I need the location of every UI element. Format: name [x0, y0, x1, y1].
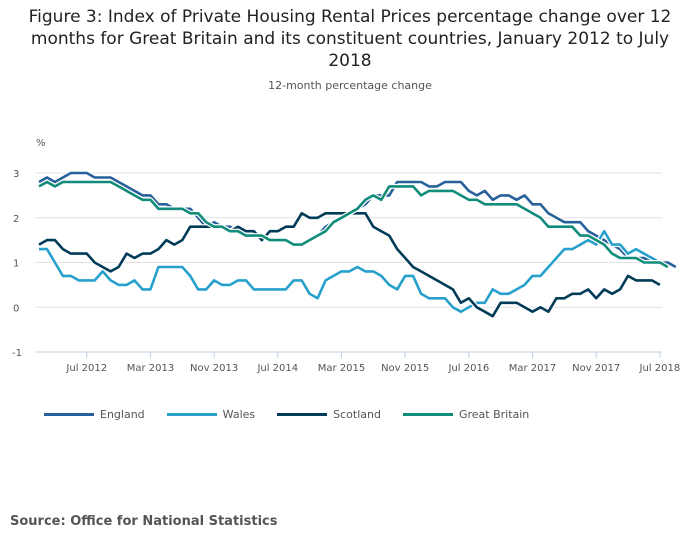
- x-tick-label: Jul 2016: [447, 363, 489, 374]
- y-tick-label: -1: [12, 348, 22, 359]
- series-line-great-britain: [38, 180, 669, 269]
- legend-label: Wales: [222, 408, 256, 421]
- legend-swatch: [166, 413, 217, 416]
- x-tick-label: Jul 2012: [65, 363, 107, 374]
- series-lines: [37, 170, 678, 319]
- y-axis-label: %: [36, 138, 46, 149]
- gridlines: [35, 172, 662, 353]
- line-chart: -1 0 1 2 3 Jul 2012 Mar 2013 Nov 2013 Jul 2014 M…: [12, 138, 680, 374]
- legend-swatch: [277, 413, 328, 416]
- x-tick-label: Nov 2017: [572, 363, 620, 374]
- y-tick-label: 1: [13, 259, 19, 270]
- source-note: Source: Office for National Statistics: [10, 514, 278, 529]
- legend-label: Scotland: [333, 408, 381, 421]
- legend-item-wales[interactable]: Wales: [166, 408, 256, 421]
- x-tick-label: Mar 2017: [509, 363, 557, 374]
- legend-label: England: [100, 408, 145, 421]
- chart-title: Figure 3: Index of Private Housing Renta…: [28, 7, 672, 71]
- legend-swatch: [402, 413, 453, 416]
- x-tick-label: Jul 2018: [639, 363, 681, 374]
- series-line-wales: [39, 229, 661, 314]
- legend: England Wales Scotland Great Britain: [44, 408, 551, 421]
- legend-item-great-britain[interactable]: Great Britain: [402, 408, 530, 421]
- x-tick-label: Mar 2015: [318, 363, 366, 374]
- y-tick-label: 2: [13, 214, 19, 225]
- series-halo-england: [37, 170, 678, 270]
- legend-item-england[interactable]: England: [44, 408, 145, 421]
- y-axis: -1 0 1 2 3: [12, 169, 22, 359]
- y-tick-label: 0: [13, 303, 19, 314]
- x-tick-label: Nov 2013: [190, 363, 238, 374]
- legend-item-scotland[interactable]: Scotland: [277, 408, 381, 421]
- y-tick-label: 3: [13, 169, 19, 180]
- chart-subtitle: 12-month percentage change: [268, 79, 432, 92]
- x-tick-label: Jul 2014: [256, 363, 298, 374]
- legend-swatch: [44, 413, 94, 416]
- x-axis: Jul 2012 Mar 2013 Nov 2013 Jul 2014 Mar 2015…: [65, 352, 680, 374]
- x-tick-label: Mar 2013: [127, 363, 175, 374]
- legend-label: Great Britain: [458, 408, 530, 421]
- x-tick-label: Nov 2015: [381, 363, 429, 374]
